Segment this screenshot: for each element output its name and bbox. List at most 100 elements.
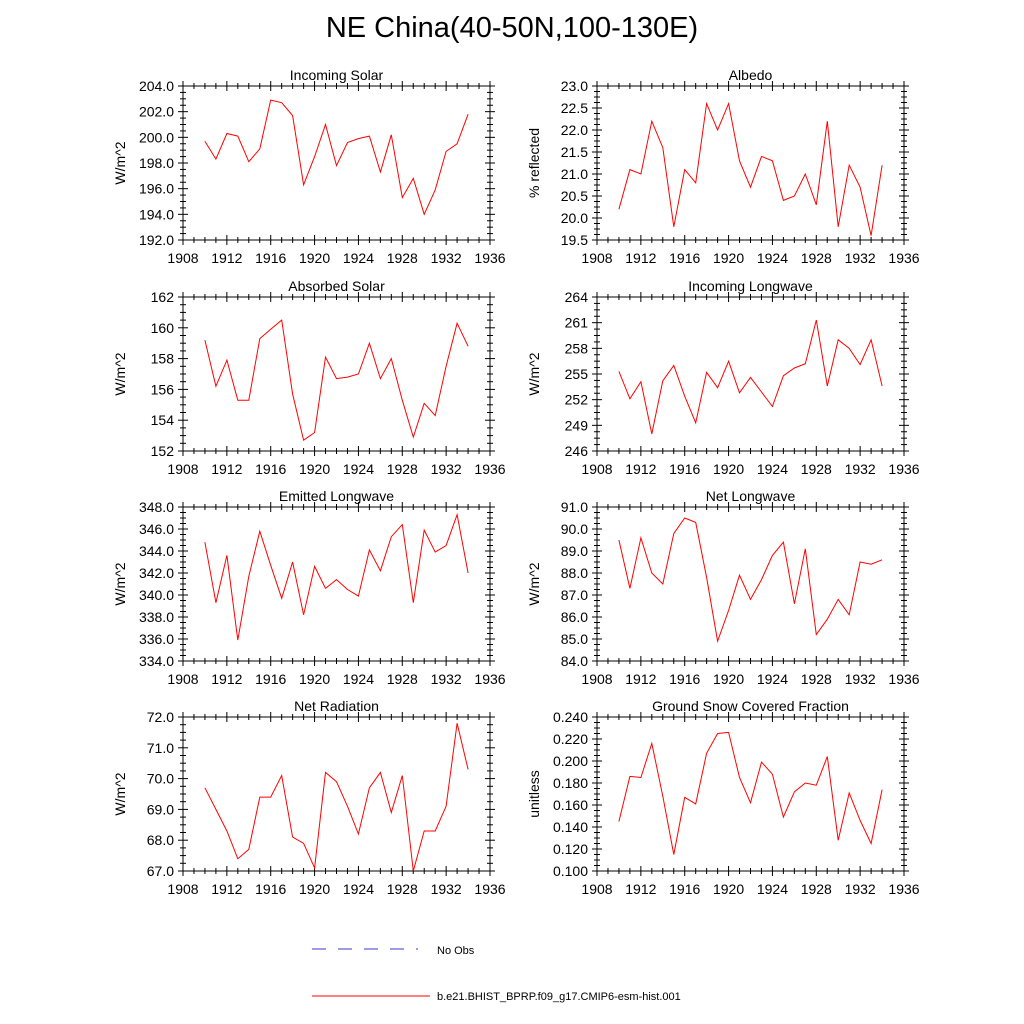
x-tick-label: 1924 — [757, 461, 788, 477]
y-tick-label: 86.0 — [561, 609, 588, 625]
x-tick-label: 1916 — [669, 250, 700, 266]
legend: No Obs b.e21.BHIST_BPRP.f09_g17.CMIP6-esm… — [312, 945, 681, 1003]
y-tick-label: 194.0 — [139, 206, 174, 222]
y-tick-label: 67.0 — [147, 863, 174, 879]
y-tick-label: 258 — [565, 340, 589, 356]
y-tick-label: 88.0 — [561, 565, 588, 581]
y-axis-label: W/m^2 — [112, 772, 128, 815]
y-tick-label: 23.0 — [561, 78, 588, 94]
plot-frame — [596, 506, 905, 662]
x-tick-label: 1916 — [669, 881, 700, 897]
plot-frame — [182, 85, 491, 241]
x-tick-label: 1924 — [343, 671, 374, 687]
x-tick-label: 1932 — [431, 671, 462, 687]
x-tick-label: 1932 — [845, 671, 876, 687]
panel-5: Emitted Longwave W/m^2 1908 1912 1916 1920 192… — [112, 488, 506, 687]
x-tick-label: 1908 — [581, 881, 612, 897]
y-tick-label: 249 — [565, 417, 589, 433]
x-tick-label: 1916 — [255, 881, 286, 897]
y-tick-label: 87.0 — [561, 587, 588, 603]
x-tick-label: 1920 — [713, 461, 744, 477]
x-tick-label: 1920 — [299, 881, 330, 897]
y-tick-label: 91.0 — [561, 499, 588, 515]
x-tick-label: 1920 — [299, 250, 330, 266]
y-tick-label: 20.0 — [561, 210, 588, 226]
y-axis-label: W/m^2 — [526, 352, 542, 395]
x-tick-label: 1912 — [211, 461, 242, 477]
x-tick-label: 1928 — [387, 671, 418, 687]
y-tick-label: 19.5 — [561, 232, 588, 248]
panel-4: Incoming Longwave W/m^2 1908 1912 1916 1920 19… — [526, 278, 920, 477]
y-tick-label: 89.0 — [561, 543, 588, 559]
x-tick-label: 1908 — [167, 671, 198, 687]
y-tick-label: 20.5 — [561, 188, 588, 204]
x-tick-label: 1932 — [845, 881, 876, 897]
panel-title: Incoming Solar — [290, 67, 384, 83]
panel-2: Albedo % reflected 1908 1912 1916 1920 1924 192… — [526, 67, 920, 266]
y-axis-label: % reflected — [526, 128, 542, 198]
panel-1: Incoming Solar W/m^2 1908 1912 1916 1920 1924 1… — [112, 67, 506, 266]
y-axis-label: W/m^2 — [112, 141, 128, 184]
x-tick-label: 1916 — [669, 461, 700, 477]
series-line — [204, 512, 469, 641]
series-line — [204, 99, 469, 216]
x-tick-label: 1932 — [845, 250, 876, 266]
x-tick-label: 1928 — [387, 881, 418, 897]
plot-frame — [596, 716, 905, 872]
y-tick-label: 156 — [151, 381, 175, 397]
panel-title: Absorbed Solar — [288, 278, 385, 294]
y-tick-label: 346.0 — [139, 521, 174, 537]
y-tick-label: 0.200 — [553, 753, 588, 769]
x-tick-label: 1936 — [888, 250, 919, 266]
x-tick-label: 1908 — [167, 881, 198, 897]
y-tick-label: 255 — [565, 366, 589, 382]
panel-8: Ground Snow Covered Fraction unitless 1908… — [526, 698, 920, 897]
panel-title: Albedo — [729, 67, 773, 83]
x-tick-label: 1936 — [888, 461, 919, 477]
x-tick-label: 1912 — [211, 881, 242, 897]
x-tick-label: 1928 — [801, 250, 832, 266]
legend-label-no-obs: No Obs — [437, 945, 475, 957]
y-tick-label: 70.0 — [147, 771, 174, 787]
y-axis-label: W/m^2 — [112, 352, 128, 395]
x-tick-label: 1912 — [211, 671, 242, 687]
x-tick-label: 1912 — [625, 250, 656, 266]
panel-7: Net Radiation W/m^2 1908 1912 1916 1920 1924 19… — [112, 698, 506, 897]
x-tick-label: 1912 — [625, 671, 656, 687]
x-tick-label: 1912 — [211, 250, 242, 266]
y-tick-label: 0.240 — [553, 709, 588, 725]
y-tick-label: 338.0 — [139, 609, 174, 625]
x-tick-label: 1928 — [387, 461, 418, 477]
x-tick-label: 1928 — [801, 461, 832, 477]
x-tick-label: 1932 — [845, 461, 876, 477]
x-tick-label: 1920 — [713, 250, 744, 266]
y-tick-label: 196.0 — [139, 181, 174, 197]
x-tick-label: 1908 — [167, 461, 198, 477]
y-tick-label: 69.0 — [147, 801, 174, 817]
x-tick-label: 1936 — [474, 881, 505, 897]
y-tick-label: 21.0 — [561, 166, 588, 182]
y-tick-label: 71.0 — [147, 740, 174, 756]
y-tick-label: 158 — [151, 351, 175, 367]
y-tick-label: 85.0 — [561, 631, 588, 647]
panel-title: Net Radiation — [294, 698, 379, 714]
panel-title: Ground Snow Covered Fraction — [652, 698, 849, 714]
y-tick-label: 344.0 — [139, 543, 174, 559]
y-tick-label: 348.0 — [139, 499, 174, 515]
y-tick-label: 200.0 — [139, 129, 174, 145]
y-tick-label: 246 — [565, 443, 589, 459]
y-tick-label: 336.0 — [139, 631, 174, 647]
y-axis-label: unitless — [526, 770, 542, 817]
x-tick-label: 1936 — [474, 671, 505, 687]
x-tick-label: 1920 — [713, 881, 744, 897]
y-axis-label: W/m^2 — [526, 562, 542, 605]
x-tick-label: 1916 — [255, 671, 286, 687]
series-line — [618, 101, 883, 236]
y-tick-label: 0.160 — [553, 797, 588, 813]
panel-3: Absorbed Solar W/m^2 1908 1912 1916 1920 1924 1… — [112, 278, 506, 477]
x-tick-label: 1924 — [343, 461, 374, 477]
x-tick-label: 1908 — [581, 671, 612, 687]
panel-6: Net Longwave W/m^2 1908 1912 1916 1920 1924 192… — [526, 488, 920, 687]
series-line — [618, 517, 883, 644]
x-tick-label: 1924 — [343, 881, 374, 897]
